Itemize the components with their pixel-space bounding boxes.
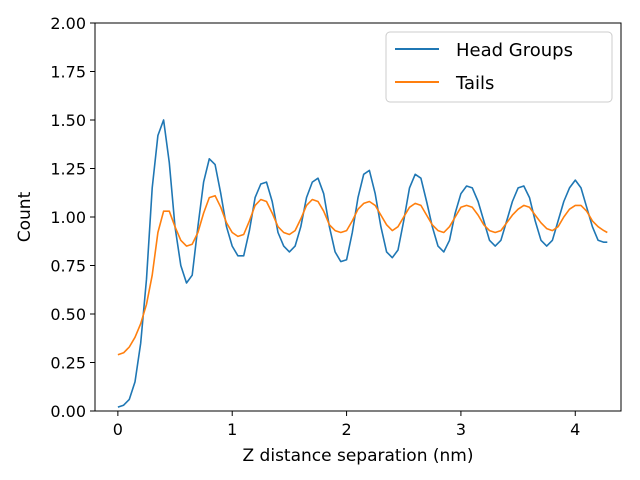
- ticks-layer: 0 1 2 3 4 0.00 0.25 0.50 0.75 1.00 1.25 1.50 1.75 2.0…: [50, 14, 580, 439]
- y-tick-label: 2.00: [50, 14, 86, 33]
- y-tick-label: 0.50: [50, 305, 86, 324]
- legend-label-tails: Tails: [455, 73, 494, 94]
- x-axis-label: Z distance separation (nm): [243, 446, 474, 466]
- y-tick-label: 0.25: [50, 354, 86, 373]
- legend-label-head-groups: Head Groups: [456, 40, 573, 61]
- series-line-tails: [117, 194, 608, 356]
- x-tick-label: 0: [113, 420, 123, 439]
- legend: Head Groups Tails: [385, 31, 613, 103]
- y-tick-label: 1.50: [50, 111, 86, 130]
- x-tick-label: 4: [570, 420, 580, 439]
- y-axis-label: Count: [15, 191, 35, 242]
- x-tick-label: 2: [341, 420, 351, 439]
- y-tick-label: 0.00: [50, 402, 86, 421]
- y-tick-label: 0.75: [50, 257, 86, 276]
- y-tick-label: 1.75: [50, 63, 86, 82]
- y-tick-label: 1.25: [50, 160, 86, 179]
- series-line-head-groups: [117, 119, 608, 408]
- series-layer: [117, 119, 608, 408]
- y-tick-label: 1.00: [50, 208, 86, 227]
- x-tick-label: 3: [456, 420, 466, 439]
- x-tick-label: 1: [227, 420, 237, 439]
- legend-box: [385, 31, 613, 103]
